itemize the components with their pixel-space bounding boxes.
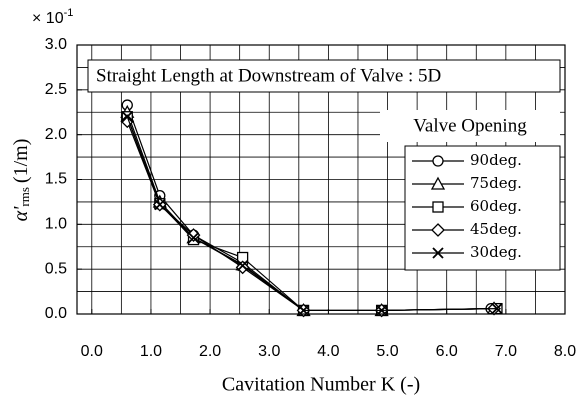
- legend-title-box: [380, 110, 560, 142]
- legend: Valve Opening 90deg. 75deg. 60deg. 45deg. 30…: [380, 110, 561, 271]
- x-tick-label: 3.0: [258, 343, 280, 360]
- y-label-subscript: rms: [17, 187, 32, 207]
- scale-exponent: -1: [64, 7, 74, 19]
- title-box: [87, 59, 561, 93]
- y-tick-label: 2.0: [45, 126, 67, 143]
- y-label-symbol: α': [10, 206, 32, 221]
- marker: [120, 114, 135, 129]
- legend-label: 90deg.: [470, 151, 522, 169]
- legend-label: 75deg.: [470, 174, 522, 192]
- y-tick-label: 1.0: [45, 216, 67, 233]
- marker: [154, 198, 166, 211]
- x-tick-label: 0.0: [81, 343, 103, 360]
- marker: [491, 302, 503, 315]
- x-tick-label: 8.0: [554, 343, 576, 360]
- legend-label: 45deg.: [470, 220, 522, 238]
- y-label-unit: (1/m): [10, 139, 32, 183]
- legend-title: Valve Opening: [413, 115, 527, 136]
- y-tick-label: 1.5: [45, 171, 67, 188]
- marker: [430, 176, 446, 190]
- marker: [432, 247, 444, 259]
- scale-base: × 10: [32, 10, 64, 27]
- y-tick-label: 3.0: [45, 36, 67, 53]
- y-tick-label: 2.5: [45, 81, 67, 98]
- marker: [187, 232, 200, 244]
- y-tick-label: 0.5: [45, 260, 67, 277]
- y-axis-label: α'rms (1/m): [10, 139, 32, 222]
- x-tick-label: 6.0: [436, 343, 458, 360]
- marker: [236, 259, 249, 272]
- scale-label: × 10-1: [32, 7, 73, 27]
- marker: [432, 155, 444, 167]
- x-tick-label: 7.0: [495, 343, 517, 360]
- legend-label: 30deg.: [470, 243, 522, 261]
- x-tick-label: 5.0: [376, 343, 398, 360]
- chart-title: Straight Length at Downstream of Valve :…: [96, 65, 441, 86]
- x-axis-label: Cavitation Number K (-): [222, 374, 420, 396]
- legend-label: 60deg.: [470, 197, 522, 215]
- marker: [431, 223, 445, 237]
- x-tick-label: 2.0: [199, 343, 221, 360]
- y-tick-label: 0.0: [45, 305, 67, 322]
- x-tick-label: 4.0: [317, 343, 339, 360]
- marker: [121, 111, 133, 123]
- legend-box: [404, 145, 561, 271]
- x-tick-label: 1.0: [140, 343, 162, 360]
- marker: [432, 201, 444, 213]
